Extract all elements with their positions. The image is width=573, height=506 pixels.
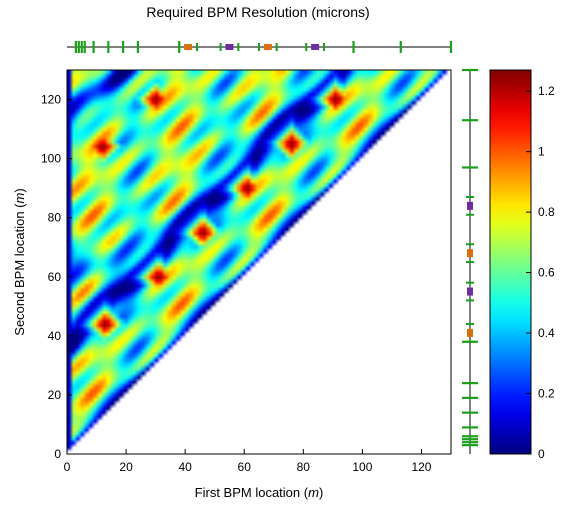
x-tick-label: 120	[411, 460, 431, 474]
y-axis-label-text: Second BPM location	[12, 211, 27, 335]
y-axis-unit-close: )	[12, 188, 27, 192]
quad-marker	[225, 44, 234, 50]
y-axis-label: Second BPM location (m)	[12, 188, 27, 335]
plot-frame	[66, 69, 452, 455]
y-axis: 0 20 40 60 80 100 120	[41, 93, 72, 461]
x-axis-label: First BPM location (m)	[195, 485, 324, 500]
x-axis-unit: m	[308, 485, 319, 500]
x-axis: 0 20 40 60 80 100 120	[64, 449, 432, 474]
colorbar-tick-label: 1.2	[538, 84, 555, 98]
lattice-top	[67, 41, 453, 53]
x-tick-label: 20	[119, 460, 133, 474]
y-axis-unit: m	[12, 192, 27, 203]
quad-marker	[184, 44, 193, 50]
y-axis-unit-open: (	[12, 203, 27, 208]
y-tick-label: 100	[41, 152, 61, 166]
x-tick-label: 40	[178, 460, 192, 474]
y-tick-label: 0	[54, 447, 61, 461]
colorbar-gradient	[489, 69, 532, 455]
colorbar-tick-label: 1	[538, 145, 545, 159]
colorbar-tick-label: 0.6	[538, 266, 555, 280]
x-tick-label: 60	[238, 460, 252, 474]
heatmap-plot	[66, 69, 452, 455]
y-tick-label: 80	[48, 211, 62, 225]
colorbar-tick-label: 0.4	[538, 326, 555, 340]
x-axis-label-text: First BPM location	[195, 485, 300, 500]
chart-title: Required BPM Resolution (microns)	[146, 4, 369, 20]
x-axis-unit-open: (	[304, 485, 309, 500]
y-tick-label: 60	[48, 270, 62, 284]
y-tick-label: 20	[48, 388, 62, 402]
heatmap-image	[67, 70, 451, 454]
quad-marker	[467, 287, 473, 296]
x-axis-unit-close: )	[319, 485, 323, 500]
y-tick-label: 120	[41, 93, 61, 107]
quad-marker	[263, 44, 272, 50]
quad-marker	[467, 201, 473, 210]
x-tick-label: 0	[64, 460, 71, 474]
lattice-right	[462, 68, 478, 454]
colorbar-ticks: 0 0.2 0.4 0.6 0.8 1 1.2	[526, 84, 555, 461]
y-tick-label: 40	[48, 329, 62, 343]
x-tick-label: 100	[352, 460, 372, 474]
colorbar: 0 0.2 0.4 0.6 0.8 1 1.2	[489, 69, 555, 461]
quad-marker	[467, 328, 473, 337]
quad-marker	[311, 44, 320, 50]
quad-marker	[467, 249, 473, 258]
colorbar-tick-label: 0.8	[538, 205, 555, 219]
colorbar-tick-label: 0.2	[538, 387, 555, 401]
x-tick-label: 80	[297, 460, 311, 474]
colorbar-tick-label: 0	[538, 447, 545, 461]
